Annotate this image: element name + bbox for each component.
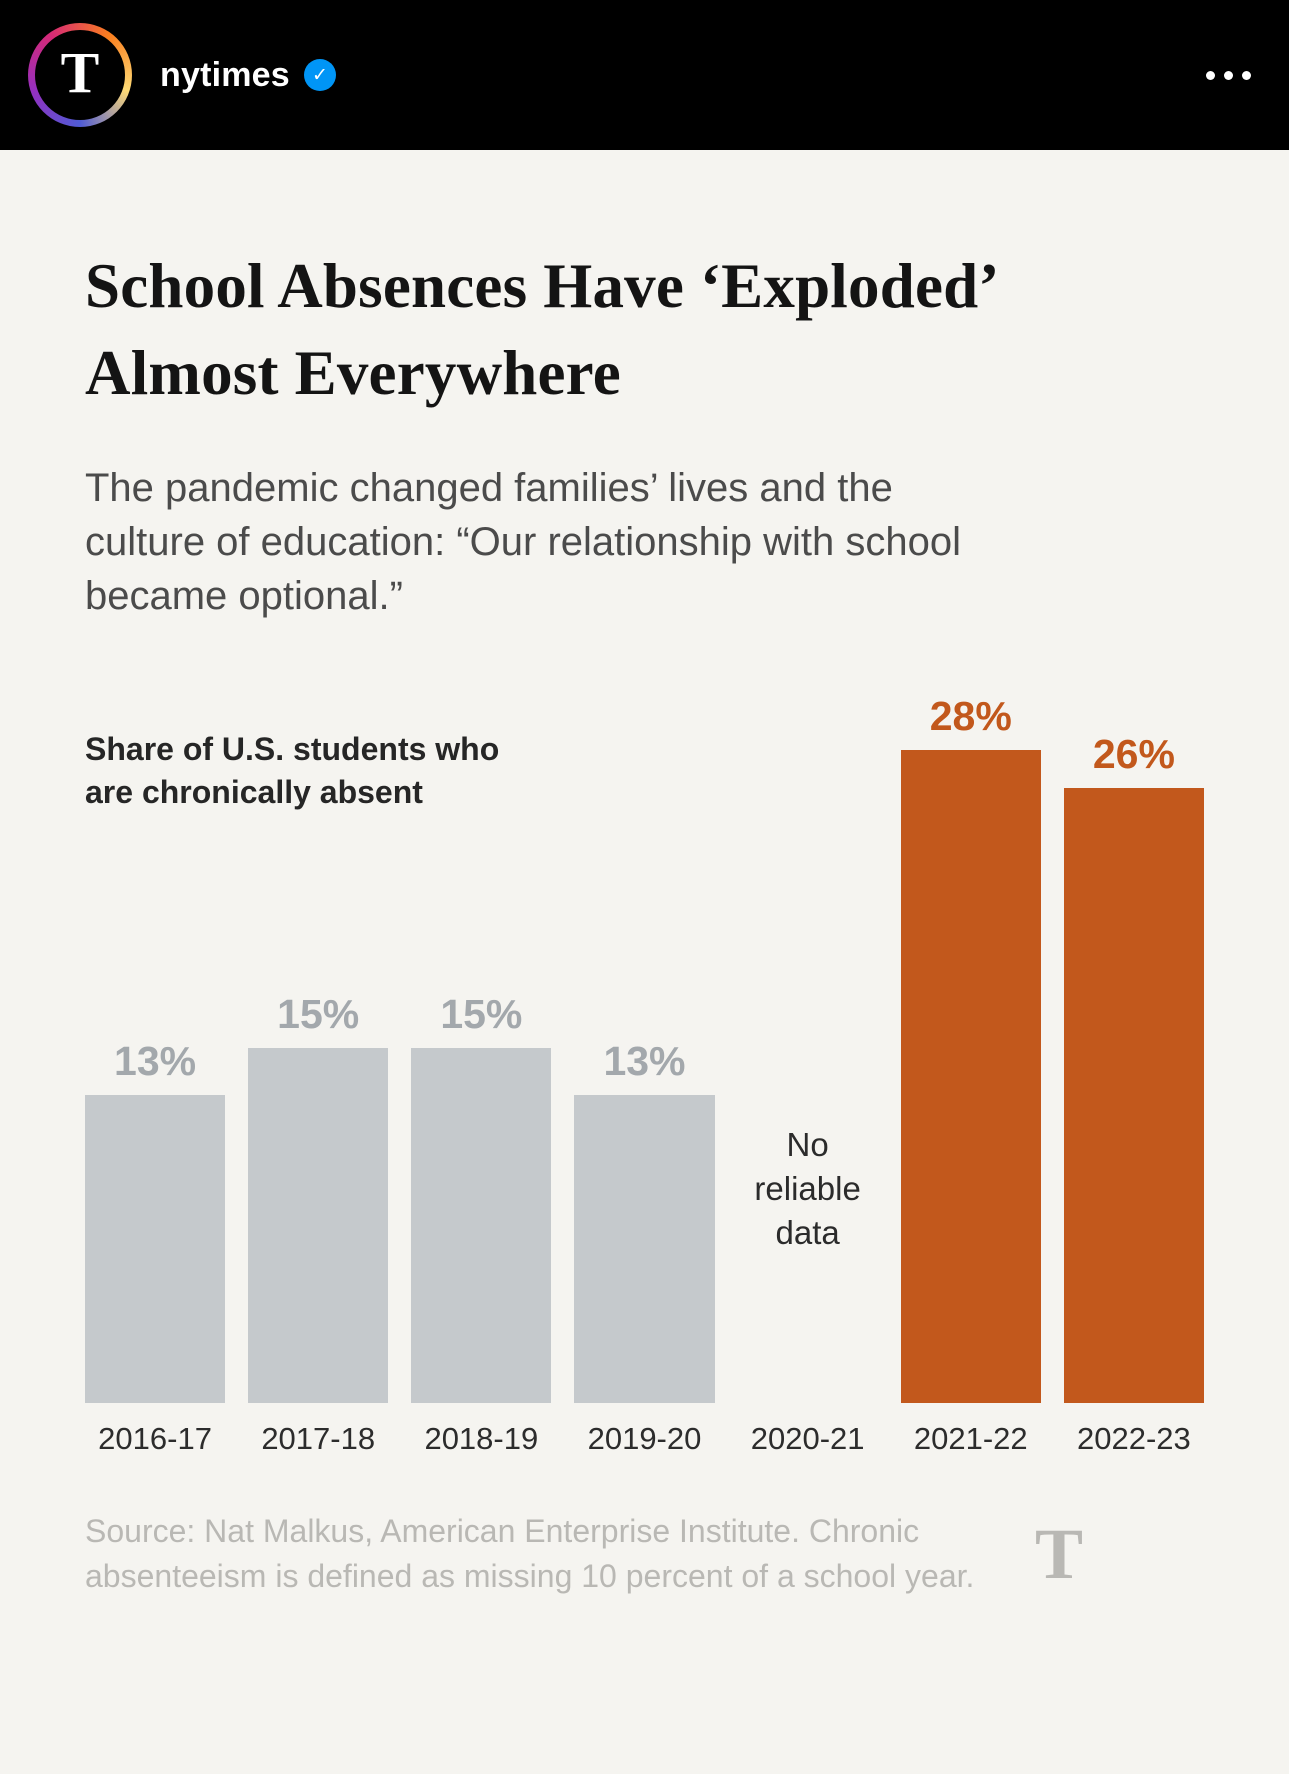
bar-2022-23 bbox=[1063, 787, 1204, 1403]
bar-value-label-2019-20: 13% bbox=[603, 1037, 686, 1084]
bar-2019-20 bbox=[574, 1094, 715, 1403]
chart-column-2020-21: No reliable data bbox=[738, 693, 878, 1403]
nyt-logo-mark-icon: T bbox=[1035, 1513, 1084, 1594]
chart-column-2021-22: 28% bbox=[900, 692, 1041, 1403]
ellipsis-dot bbox=[1224, 70, 1233, 80]
bar-2018-19 bbox=[411, 1047, 552, 1403]
bar-value-label-2017-18: 15% bbox=[277, 990, 360, 1037]
x-axis-label-2021-22: 2021-22 bbox=[913, 1420, 1028, 1456]
post-image-card: School Absences Have ‘Exploded’ Almost E… bbox=[0, 243, 1289, 1598]
bar-value-label-2018-19: 15% bbox=[440, 990, 523, 1037]
bar-2021-22 bbox=[900, 749, 1041, 1403]
bar-value-label-2022-23: 26% bbox=[1092, 730, 1175, 777]
bar-value-label-2016-17: 13% bbox=[114, 1037, 197, 1084]
x-axis-label-2017-18: 2017-18 bbox=[261, 1420, 376, 1456]
chart-plot-area: 13% 15% 15% 13% No reliable data 28% 26% bbox=[85, 693, 1204, 1403]
bar-value-label-2021-22: 28% bbox=[929, 692, 1012, 739]
x-axis-label-2016-17: 2016-17 bbox=[98, 1420, 212, 1456]
x-axis-label-2019-20: 2019-20 bbox=[587, 1420, 702, 1456]
more-options-button[interactable] bbox=[1206, 61, 1251, 90]
subhead: The pandemic changed families’ lives and… bbox=[85, 465, 962, 618]
nyt-logo-icon: T bbox=[60, 40, 100, 105]
x-axis-labels: 2016-17 2017-18 2018-19 2019-20 2020-21 2021-… bbox=[85, 1421, 1204, 1457]
bar-2016-17 bbox=[85, 1094, 226, 1403]
post-header: T nytimes ✓ bbox=[0, 0, 1289, 150]
headline: School Absences Have ‘Exploded’ Almost E… bbox=[85, 251, 995, 408]
verified-badge-icon: ✓ bbox=[303, 59, 336, 91]
x-axis-label-2022-23: 2022-23 bbox=[1077, 1420, 1191, 1456]
ellipsis-dot bbox=[1206, 70, 1215, 80]
avatar-inner-circle: T bbox=[35, 30, 125, 120]
chart-column-2017-18: 15% bbox=[248, 693, 389, 1403]
no-data-label: No reliable data bbox=[754, 1126, 861, 1251]
chart-column-2019-20: 13% bbox=[574, 693, 715, 1403]
chart-column-2018-19: 15% bbox=[411, 693, 552, 1403]
nytimes-avatar[interactable]: T bbox=[28, 23, 132, 127]
bar-2017-18 bbox=[248, 1047, 389, 1403]
x-axis-label-2018-19: 2018-19 bbox=[424, 1420, 539, 1456]
username[interactable]: nytimes bbox=[160, 55, 290, 94]
chart-column-2016-17: 13% bbox=[85, 693, 226, 1403]
chart-title: Share of U.S. students who are chronical… bbox=[85, 730, 500, 811]
source-note: Source: Nat Malkus, American Enterprise … bbox=[85, 1512, 975, 1594]
chart-column-2022-23: 26% bbox=[1063, 693, 1204, 1403]
bar-chart: Share of U.S. students who are chronical… bbox=[85, 693, 1204, 1457]
chart-footer: Source: Nat Malkus, American Enterprise … bbox=[85, 1509, 1204, 1599]
x-axis-label-2020-21: 2020-21 bbox=[750, 1420, 865, 1456]
ellipsis-dot bbox=[1242, 70, 1251, 80]
